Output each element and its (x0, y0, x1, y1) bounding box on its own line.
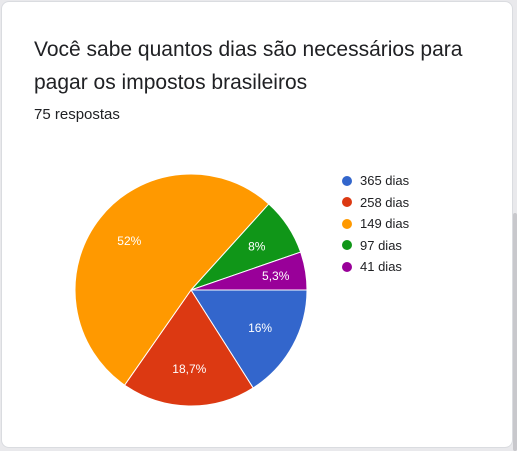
legend-item-149-dias[interactable]: 149 dias (342, 213, 409, 235)
slice-label-41-dias: 5,3% (262, 269, 290, 283)
scrollbar[interactable] (513, 213, 517, 451)
legend-item-97-dias[interactable]: 97 dias (342, 235, 409, 257)
legend-label: 365 dias (360, 173, 409, 188)
legend-item-41-dias[interactable]: 41 dias (342, 256, 409, 278)
legend-label: 41 dias (360, 259, 402, 274)
legend-item-365-dias[interactable]: 365 dias (342, 170, 409, 192)
slice-label-97-dias: 8% (248, 240, 266, 254)
legend-item-258-dias[interactable]: 258 dias (342, 192, 409, 214)
legend-label: 258 dias (360, 195, 409, 210)
legend-swatch (342, 240, 352, 250)
chart-legend: 365 dias 258 dias 149 dias 97 dias 41 dias (342, 170, 409, 278)
slice-label-149-dias: 52% (117, 234, 141, 248)
legend-swatch (342, 176, 352, 186)
legend-label: 149 dias (360, 216, 409, 231)
legend-swatch (342, 219, 352, 229)
legend-label: 97 dias (360, 238, 402, 253)
slice-label-258-dias: 18,7% (172, 362, 206, 376)
slice-label-365-dias: 16% (248, 321, 272, 335)
legend-swatch (342, 197, 352, 207)
legend-swatch (342, 262, 352, 272)
